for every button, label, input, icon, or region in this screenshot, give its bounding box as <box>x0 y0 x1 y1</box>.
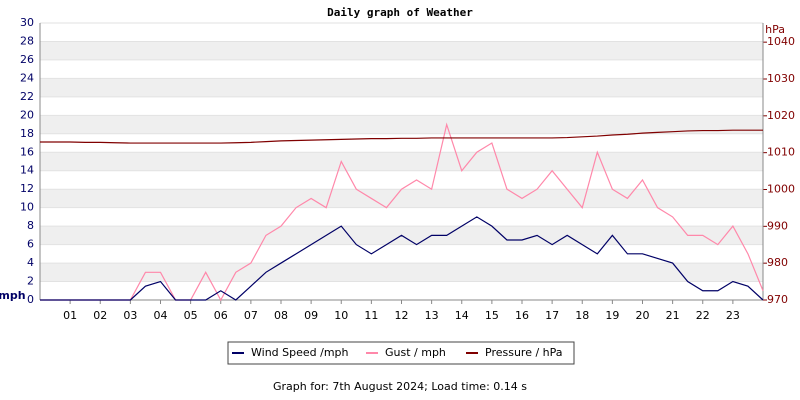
y2-tick-label: 1020 <box>767 109 795 122</box>
y2-tick-label: 1030 <box>767 72 795 85</box>
x-tick-label: 17 <box>545 309 559 322</box>
y-tick-label: 24 <box>20 71 34 84</box>
x-tick-label: 18 <box>575 309 589 322</box>
y-tick-label: 18 <box>20 127 34 140</box>
x-tick-label: 13 <box>425 309 439 322</box>
chart-title: Daily graph of Weather <box>327 6 473 19</box>
x-tick-label: 04 <box>154 309 168 322</box>
x-tick-label: 10 <box>334 309 348 322</box>
series-line <box>40 216 764 301</box>
y-tick-label: 26 <box>20 53 34 66</box>
y2-tick-label: 990 <box>767 219 788 232</box>
y2-tick-label: 970 <box>767 293 788 306</box>
y2-tick-label: 1040 <box>767 35 795 48</box>
y-tick-label: 0 <box>27 293 34 306</box>
y-tick-label: 2 <box>27 275 34 288</box>
x-tick-label: 20 <box>636 309 650 322</box>
x-tick-label: 09 <box>304 309 318 322</box>
y-tick-label: 10 <box>20 201 34 214</box>
series-line <box>40 122 764 302</box>
legend-label: Wind Speed /mph <box>251 346 349 359</box>
x-tick-label: 01 <box>63 309 77 322</box>
y-tick-label: 8 <box>27 219 34 232</box>
y-tick-label: 4 <box>27 256 34 269</box>
y-tick-label: 6 <box>27 238 34 251</box>
y-tick-label: 12 <box>20 182 34 195</box>
footer: Graph for: 7th August 2024; Load time: 0… <box>273 380 527 393</box>
x-tick-label: 05 <box>184 309 198 322</box>
grid-band <box>40 189 763 208</box>
grid-band <box>40 152 763 171</box>
y-tick-label: 20 <box>20 108 34 121</box>
series-line <box>40 129 763 144</box>
y-tick-label: 16 <box>20 145 34 158</box>
x-tick-label: 21 <box>666 309 680 322</box>
x-tick-label: 08 <box>274 309 288 322</box>
grid-band <box>40 78 763 97</box>
x-tick-label: 16 <box>515 309 529 322</box>
x-tick-label: 12 <box>395 309 409 322</box>
x-tick-label: 23 <box>726 309 740 322</box>
y-tick-label: 22 <box>20 90 34 103</box>
y2-tick-label: 1000 <box>767 182 795 195</box>
y-tick-label: 30 <box>20 16 34 29</box>
legend-label: Pressure / hPa <box>485 346 563 359</box>
y2-tick-label: 980 <box>767 256 788 269</box>
grid-band <box>40 263 763 282</box>
x-tick-label: 02 <box>93 309 107 322</box>
x-tick-label: 14 <box>455 309 469 322</box>
y2-tick-label: 1010 <box>767 146 795 159</box>
y2-axis-label: hPa <box>765 23 785 36</box>
x-tick-label: 11 <box>364 309 378 322</box>
x-tick-label: 07 <box>244 309 258 322</box>
x-tick-label: 15 <box>485 309 499 322</box>
grid-band <box>40 115 763 134</box>
legend-label: Gust / mph <box>385 346 446 359</box>
y-axis-label: mph <box>0 289 26 302</box>
legend-box <box>227 341 575 365</box>
y-tick-label: 14 <box>20 164 34 177</box>
x-tick-label: 03 <box>123 309 137 322</box>
y-tick-label: 28 <box>20 34 34 47</box>
grid-band <box>40 41 763 60</box>
x-tick-label: 06 <box>214 309 228 322</box>
x-tick-label: 22 <box>696 309 710 322</box>
x-tick-label: 19 <box>605 309 619 322</box>
